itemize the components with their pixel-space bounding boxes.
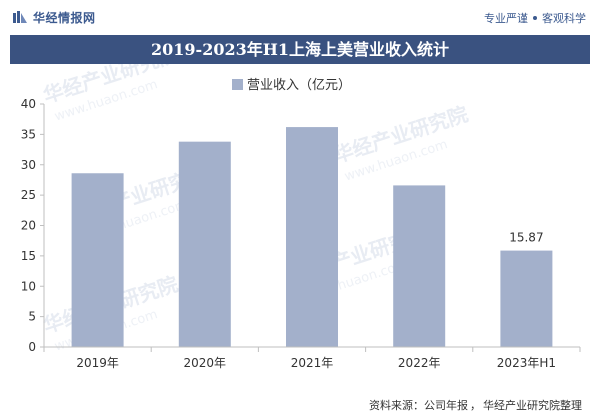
source-label: 资料来源： bbox=[369, 399, 424, 412]
x-tick-label: 2019年 bbox=[76, 356, 119, 370]
chart-title: 2019-2023年H1上海上美营业收入统计 bbox=[10, 35, 590, 64]
legend: 营业收入（亿元） bbox=[232, 78, 351, 93]
top-header: 华经情报网 专业严谨 客观科学 bbox=[0, 0, 600, 34]
tagline-left: 专业严谨 bbox=[484, 12, 528, 25]
x-tick-label: 2021年 bbox=[291, 356, 334, 370]
tagline-dot-icon bbox=[533, 16, 537, 20]
y-tick-label: 40 bbox=[21, 97, 36, 111]
y-axis: 0 5 10 15 20 25 30 35 40 bbox=[21, 97, 45, 354]
bar bbox=[500, 250, 553, 347]
bar-chart: 华经产业研究院www.huaon.com华经产业研究院www.huaon.com… bbox=[21, 64, 581, 370]
x-tick-label: 2023年H1 bbox=[497, 356, 556, 370]
data-labels: 15.87 bbox=[509, 231, 543, 245]
tagline: 专业严谨 客观科学 bbox=[484, 10, 586, 26]
y-tick-label: 0 bbox=[28, 340, 36, 354]
legend-swatch bbox=[232, 79, 243, 90]
x-axis: 2019年 2020年 2021年 2022年 2023年H1 bbox=[43, 346, 581, 370]
y-tick-label: 10 bbox=[21, 279, 36, 293]
source-separator: ， bbox=[470, 399, 481, 412]
x-tick-label: 2022年 bbox=[398, 356, 441, 370]
source-note: 资料来源：公司年报，华经产业研究院整理 bbox=[369, 397, 582, 413]
brand-name: 华经情报网 bbox=[33, 11, 96, 25]
brand-logo-icon bbox=[13, 10, 27, 23]
source-item-institute: 华经产业研究院整理 bbox=[483, 399, 582, 412]
y-tick-label: 30 bbox=[21, 158, 36, 172]
y-tick-label: 25 bbox=[21, 188, 36, 202]
bar bbox=[178, 141, 231, 347]
y-tick-label: 15 bbox=[21, 249, 36, 263]
data-label: 15.87 bbox=[509, 231, 543, 245]
x-tick-label: 2020年 bbox=[184, 356, 227, 370]
bars bbox=[71, 127, 553, 348]
bar bbox=[393, 185, 446, 347]
y-tick-label: 20 bbox=[21, 219, 36, 233]
tagline-right: 客观科学 bbox=[542, 12, 586, 25]
y-tick-label: 5 bbox=[28, 310, 36, 324]
y-tick-label: 35 bbox=[21, 127, 36, 141]
bar bbox=[71, 173, 124, 347]
brand: 华经情报网 bbox=[12, 9, 96, 26]
source-item-annual-report: 公司年报 bbox=[424, 399, 468, 412]
bar bbox=[286, 127, 338, 348]
legend-label: 营业收入（亿元） bbox=[247, 78, 351, 93]
